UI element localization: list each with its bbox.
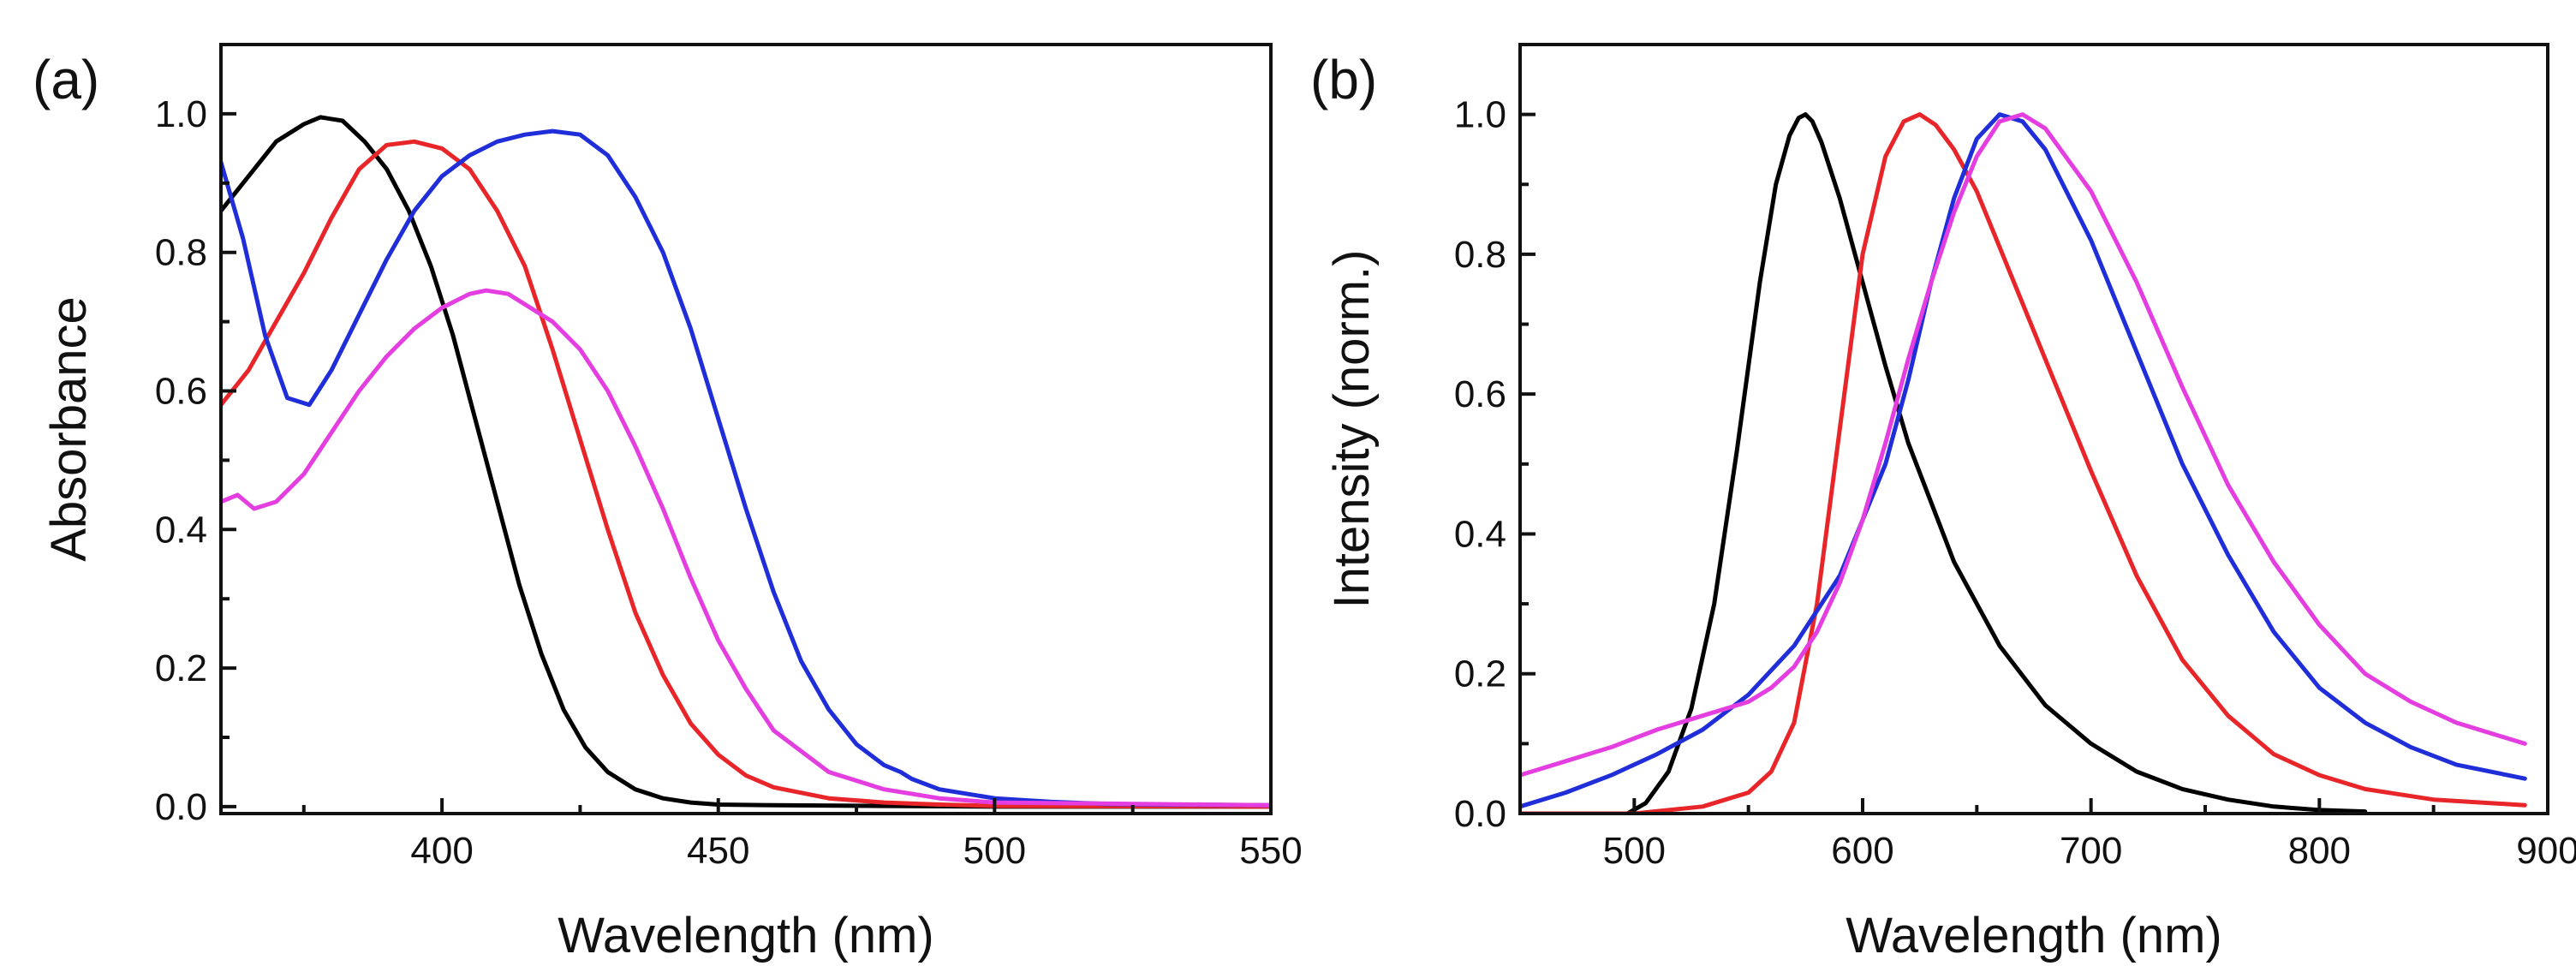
series-line-black <box>1625 112 2368 814</box>
panel-b-emission-chart: 500 600 700 800 900 0.0 0.2 0.4 0.6 0.8 1.0 Wavelen… <box>1310 43 2576 963</box>
panel-label: (a) <box>33 49 99 110</box>
y-tick-label: 0.8 <box>155 232 207 274</box>
y-tick-label: 0.8 <box>1454 234 1506 276</box>
y-tick-label: 0.4 <box>1454 513 1506 555</box>
y-tick-label: 0.0 <box>1454 793 1506 835</box>
x-tick-label: 700 <box>2060 830 2122 872</box>
y-tick-label: 0.6 <box>1454 373 1506 415</box>
y-tick-label: 1.0 <box>155 93 207 135</box>
series-line-magenta <box>221 288 1271 808</box>
series-line-black <box>221 115 1271 809</box>
series-line-red <box>221 139 1271 809</box>
y-tick-label: 0.2 <box>1454 653 1506 695</box>
series-line-magenta <box>1520 112 2527 778</box>
series-line-blue <box>1520 112 2527 809</box>
y-tick-label: 0.0 <box>155 786 207 828</box>
x-tick-label: 500 <box>1603 830 1666 872</box>
y-tick-label: 0.2 <box>155 647 207 689</box>
series-group <box>221 115 1271 809</box>
x-tick-label: 450 <box>687 830 749 872</box>
x-tick-label: 550 <box>1239 830 1302 872</box>
y-axis-label: Intensity (norm.) <box>1324 250 1380 609</box>
y-tick-label: 0.4 <box>155 509 207 551</box>
panel-label: (b) <box>1310 49 1377 110</box>
plot-frame <box>219 43 1273 815</box>
x-tick-label: 500 <box>963 830 1026 872</box>
y-tick-label: 0.6 <box>155 371 207 413</box>
series-line-red <box>1520 112 2527 814</box>
plot-frame <box>1518 43 2549 815</box>
x-tick-label: 900 <box>2516 830 2576 872</box>
x-axis-label: Wavelength (nm) <box>558 908 933 963</box>
y-tick-label: 1.0 <box>1454 94 1506 136</box>
panel-a-absorbance-chart: 400 450 500 550 0.0 0.2 0.4 0.6 0.8 1.0 Wavelength… <box>33 43 1303 963</box>
x-axis-label: Wavelength (nm) <box>1846 908 2221 963</box>
y-axis-label: Absorbance <box>41 296 97 562</box>
x-tick-label: 400 <box>410 830 473 872</box>
x-tick-label: 600 <box>1831 830 1893 872</box>
x-tick-label: 800 <box>2288 830 2351 872</box>
series-line-blue <box>221 128 1271 808</box>
series-group <box>1520 112 2527 814</box>
